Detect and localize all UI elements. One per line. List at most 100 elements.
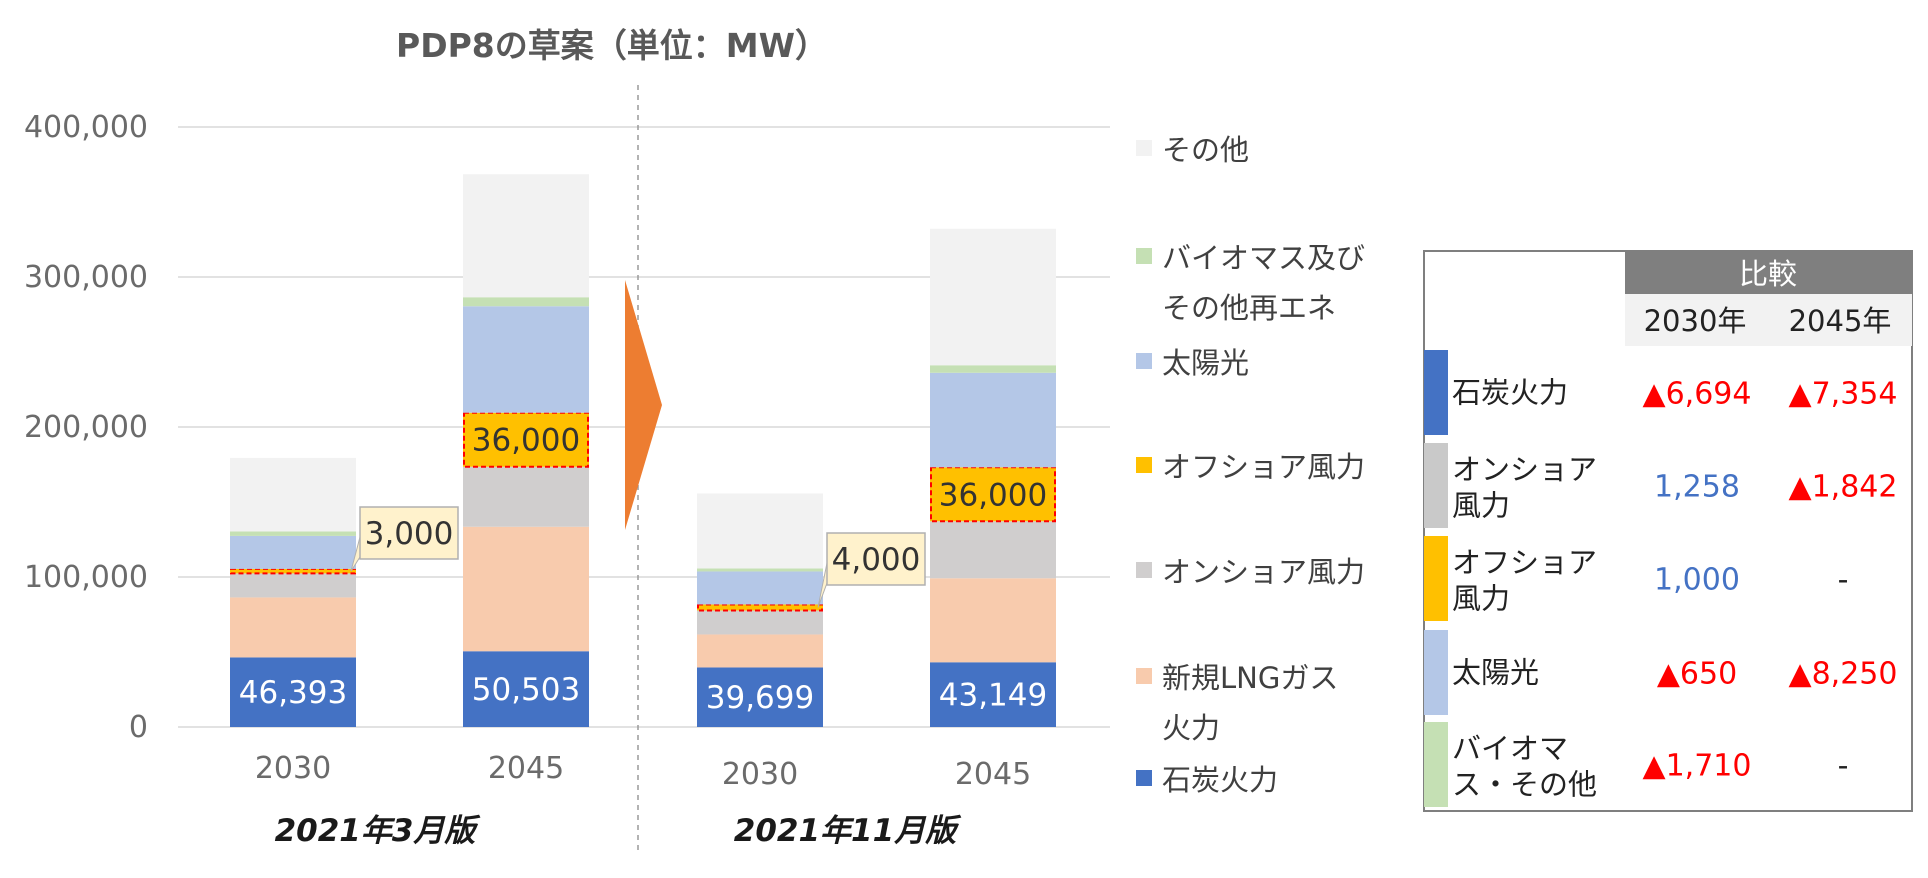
solar-segment: [230, 535, 356, 569]
table-row-color: [1424, 630, 1448, 715]
legend-swatch: [1136, 668, 1152, 684]
table-value: -: [1838, 749, 1849, 784]
table-subheader-bg: [1625, 294, 1912, 346]
lng-segment: [463, 526, 589, 652]
biomass-segment: [230, 531, 356, 536]
y-tick-label: 400,000: [24, 110, 148, 145]
legend-label: 火力: [1162, 711, 1220, 745]
offshore-highlight: [697, 603, 823, 612]
table-value: ▲1,710: [1643, 749, 1752, 784]
lng-segment: [230, 597, 356, 658]
table-value: ▲8,250: [1789, 657, 1898, 692]
table-row-label: 風力: [1452, 582, 1510, 616]
coal-value-label: 43,149: [939, 678, 1047, 714]
y-tick-label: 300,000: [24, 260, 148, 295]
offshore-segment: [230, 568, 356, 574]
table-row-color: [1424, 536, 1448, 621]
legend-label: オフショア風力: [1162, 450, 1365, 484]
table-value: -: [1838, 563, 1849, 598]
table-col-2045: 2045年: [1789, 304, 1892, 338]
legend-solar: 太陽光: [1136, 346, 1249, 380]
x-axis-ticks: 2030 2045 2030 2045: [255, 751, 1031, 792]
bar-stack-3: [930, 228, 1056, 727]
offshore-segment: [697, 604, 823, 611]
bar-stack-2: [697, 493, 823, 727]
legend-swatch: [1136, 770, 1152, 786]
chart-title: PDP8の草案（単位：MW）: [396, 26, 828, 65]
offshore-highlight: [930, 466, 1056, 523]
offshore-segment: [463, 412, 589, 467]
table-value: ▲650: [1657, 657, 1737, 692]
x-tick-label: 2030: [255, 751, 331, 786]
table-row: 太陽光 ▲650 ▲8,250: [1424, 630, 1897, 715]
biomass-segment: [463, 297, 589, 307]
offshore-callout: [359, 506, 459, 560]
table-value: ▲1,842: [1789, 470, 1898, 505]
legend-label: バイオマス及び: [1162, 241, 1365, 275]
x-tick-label: 2045: [955, 757, 1031, 792]
table-row-label: バイオマ: [1452, 732, 1568, 766]
lng-segment: [697, 634, 823, 668]
onshore-segment: [463, 466, 589, 527]
table-value: 1,258: [1654, 470, 1740, 505]
bar-stacks: [230, 174, 1056, 727]
coal-value-label: 39,699: [706, 680, 814, 716]
y-tick-label: 0: [129, 710, 148, 745]
solar-segment: [697, 571, 823, 605]
table-row-label: 太陽光: [1452, 656, 1539, 690]
legend-label: 石炭火力: [1162, 763, 1278, 797]
table-value: ▲7,354: [1789, 377, 1898, 412]
coal-value-label: 46,393: [239, 675, 347, 711]
coal-segment: [930, 662, 1056, 727]
table-value: 1,000: [1654, 563, 1740, 598]
coal-segment: [230, 657, 356, 727]
table-row-label: オフショア: [1452, 546, 1597, 580]
other-segment: [697, 493, 823, 569]
table-row: バイオマス・その他 ▲1,710 -: [1424, 722, 1848, 807]
table-col-2030: 2030年: [1644, 304, 1747, 338]
table-row: オフショア風力 1,000 -: [1424, 536, 1848, 621]
coal-value-label: 50,503: [472, 672, 580, 708]
other-segment: [230, 457, 356, 532]
legend-swatch: [1136, 353, 1152, 369]
onshore-segment: [230, 573, 356, 598]
bar-stack-0: [230, 457, 356, 727]
legend-offshore: オフショア風力: [1136, 450, 1365, 484]
legend-label: 太陽光: [1162, 346, 1249, 380]
table-row-label: 石炭火力: [1452, 376, 1568, 410]
onshore-segment: [930, 521, 1056, 579]
x-tick-label: 2030: [722, 757, 798, 792]
other-segment: [930, 228, 1056, 366]
offshore-callout: [826, 532, 926, 586]
table-row-color: [1424, 722, 1448, 807]
segment-labels: 46,393 3,000 50,503 36,000 39,699 4,000 43,149…: [239, 423, 1047, 716]
table-row: 石炭火力 ▲6,694 ▲7,354: [1424, 350, 1897, 435]
table-row-color: [1424, 350, 1448, 435]
table-header-bg: [1625, 251, 1912, 294]
biomass-segment: [930, 365, 1056, 373]
y-tick-label: 100,000: [24, 560, 148, 595]
legend-label: その他: [1162, 133, 1249, 167]
onshore-segment: [697, 610, 823, 635]
version-arrow-icon: [625, 280, 662, 530]
table-row-label: 風力: [1452, 489, 1510, 523]
group-caption-november: 2021年11月版: [734, 813, 962, 849]
legend-swatch: [1136, 457, 1152, 473]
legend-other: その他: [1136, 133, 1249, 167]
legend-label: その他再エネ: [1162, 291, 1336, 325]
x-tick-label: 2045: [488, 751, 564, 786]
offshore-highlight: [463, 411, 589, 468]
y-axis-ticks: 0 100,000 200,000 300,000 400,000: [24, 110, 148, 745]
group-caption-march: 2021年3月版: [275, 813, 482, 849]
solar-segment: [930, 372, 1056, 468]
offshore-value-label: 36,000: [939, 477, 1047, 513]
legend-onshore: オンショア風力: [1136, 555, 1365, 589]
offshore-value-label: 36,000: [472, 423, 580, 459]
table-value: ▲6,694: [1643, 377, 1752, 412]
y-tick-label: 200,000: [24, 410, 148, 445]
table-row-color: [1424, 443, 1448, 528]
legend: その他バイオマス及びその他再エネ太陽光オフショア風力オンショア風力新規LNGガス…: [1136, 133, 1365, 797]
